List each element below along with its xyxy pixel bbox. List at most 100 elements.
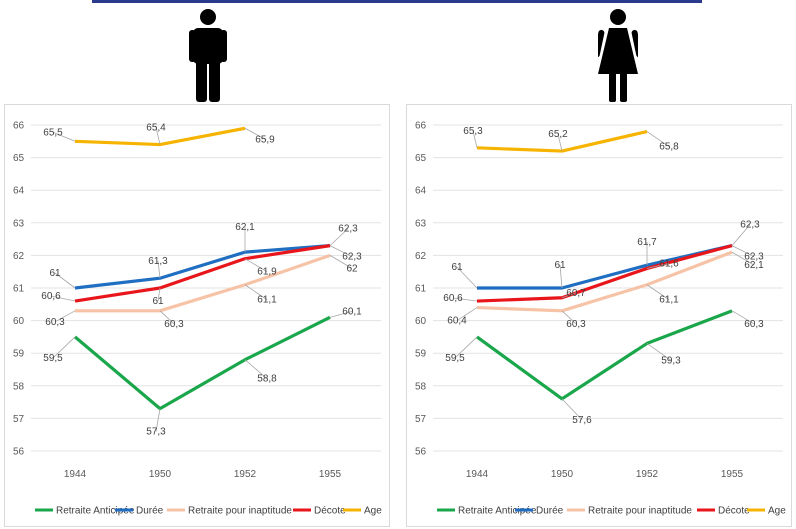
data-label-leader (157, 261, 161, 279)
data-label: 61 (49, 268, 61, 279)
data-label: 65,9 (255, 134, 275, 145)
y-tick-label: 63 (415, 218, 427, 229)
data-label: 65,4 (146, 123, 166, 134)
data-label: 57,3 (146, 427, 166, 438)
legend-label-age: Age (364, 506, 382, 517)
data-label-leader (244, 127, 266, 140)
x-tick-label: 1955 (319, 469, 342, 480)
series-line-retraite-anticipee (476, 309, 733, 401)
data-label: 65,5 (43, 127, 63, 138)
data-label: 65,8 (659, 142, 679, 153)
data-label-leader (559, 264, 563, 289)
header-rule (92, 0, 702, 3)
data-label: 62,3 (342, 252, 362, 263)
data-label-leader (557, 133, 563, 152)
data-label: 61,6 (659, 258, 679, 269)
y-tick-label: 61 (415, 284, 427, 295)
x-tick-label: 1950 (149, 469, 172, 480)
y-tick-label: 63 (13, 218, 25, 229)
x-tick-label: 1944 (466, 469, 489, 480)
y-tick-label: 62 (415, 251, 427, 262)
series-line-retraite-anticipee (73, 315, 331, 411)
data-label: 60,3 (566, 319, 586, 330)
y-tick-label: 59 (13, 349, 25, 360)
series-line-retraite-inaptitude (75, 253, 331, 313)
y-tick-label: 57 (415, 414, 427, 425)
legend-label-age: Age (768, 506, 786, 517)
legend-label-duree: Durée (136, 506, 164, 517)
data-label: 61 (152, 296, 164, 307)
y-tick-label: 66 (13, 121, 25, 132)
data-label-leader (646, 263, 670, 269)
data-label-leader (454, 336, 478, 359)
legend-label-duree: Durée (536, 506, 564, 517)
data-label: 62,3 (740, 220, 760, 231)
data-label: 61,1 (257, 295, 277, 306)
y-tick-label: 65 (13, 153, 25, 164)
data-label: 62,1 (235, 222, 255, 233)
data-label: 60,1 (342, 306, 362, 317)
data-label-leader (244, 284, 268, 301)
legend-label-decote: Décote (314, 506, 346, 517)
data-label: 59,5 (43, 353, 63, 364)
data-label: 61,7 (637, 237, 657, 248)
data-label-leader (731, 224, 751, 246)
legend-label-retraite-inaptitude: Retraite pour inaptitude (588, 506, 692, 517)
data-label: 65,2 (548, 129, 568, 140)
man-icon (188, 8, 228, 103)
data-label: 59,3 (661, 355, 681, 366)
data-label: 60,3 (744, 319, 764, 330)
data-label-leader (54, 310, 76, 323)
y-tick-label: 60 (13, 316, 25, 327)
data-label: 62,1 (744, 260, 764, 271)
y-tick-label: 57 (13, 414, 25, 425)
series-line-decote (476, 244, 733, 303)
data-label: 61 (554, 260, 566, 271)
y-tick-label: 62 (13, 251, 25, 262)
data-label: 62,3 (744, 252, 764, 263)
y-tick-label: 56 (13, 447, 25, 458)
data-label: 58,8 (257, 374, 277, 385)
data-label: 60,7 (566, 288, 586, 299)
data-label-leader (329, 228, 349, 246)
y-tick-label: 56 (415, 447, 427, 458)
data-label: 65,3 (463, 126, 483, 137)
data-label-leader (731, 310, 755, 325)
data-label: 60,3 (164, 319, 184, 330)
data-label-leader (329, 310, 353, 318)
series-line-retraite-inaptitude (476, 250, 733, 313)
data-label-leader (456, 307, 478, 321)
y-tick-label: 64 (13, 186, 25, 197)
data-label-leader (561, 398, 583, 421)
legend-label-retraite-anticipee: Retraite Anticipée (458, 506, 537, 517)
data-label-leader (472, 130, 478, 148)
data-label: 60,6 (443, 293, 463, 304)
data-label-leader (50, 295, 76, 302)
y-tick-label: 60 (415, 316, 427, 327)
data-label-leader (329, 255, 353, 269)
legend-label-retraite-anticipee: Retraite Anticipée (56, 506, 135, 517)
data-label-leader (646, 343, 672, 361)
data-label-leader (159, 310, 175, 325)
legend-label-retraite-inaptitude: Retraite pour inaptitude (188, 506, 292, 517)
y-tick-label: 65 (415, 153, 427, 164)
y-tick-label: 61 (13, 284, 25, 295)
data-label-leader (155, 408, 161, 432)
y-tick-label: 58 (13, 381, 25, 392)
y-tick-label: 59 (415, 349, 427, 360)
data-label: 61,3 (148, 256, 168, 267)
chart-women-plot: 56 57 58 59 60 61 62 63 64 65 66 1944 1950 1952 1955 59… (415, 121, 786, 517)
chart-men-plot: 56 57 58 59 60 61 62 63 64 65 66 1944 1950 1952 1955 59… (13, 121, 382, 517)
chart-women: 56 57 58 59 60 61 62 63 64 65 66 1944 1950 1952 1955 59… (406, 104, 792, 527)
data-label: 57,6 (572, 415, 592, 426)
data-label: 61 (451, 262, 463, 273)
y-tick-label: 66 (415, 121, 427, 132)
data-label-leader (244, 359, 268, 380)
data-label: 62 (346, 263, 358, 274)
data-label-leader (155, 127, 161, 145)
series-line-decote (74, 244, 331, 303)
data-label-leader (456, 266, 478, 289)
x-tick-label: 1955 (721, 469, 744, 480)
legend-label-decote: Décote (718, 506, 750, 517)
x-tick-label: 1950 (551, 469, 574, 480)
